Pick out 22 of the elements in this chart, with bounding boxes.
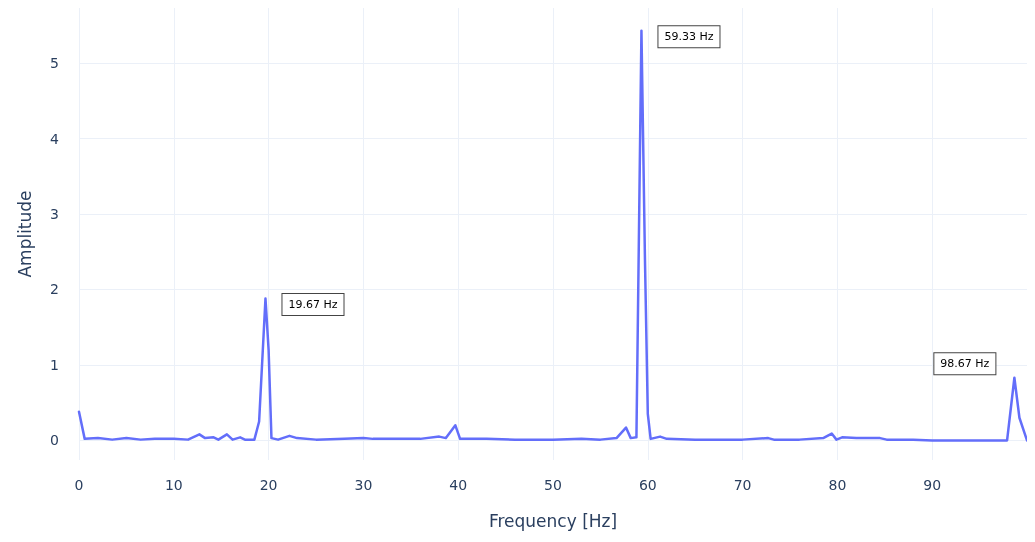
y-tick-label: 1 <box>50 356 59 373</box>
x-tick-label: 10 <box>164 477 183 493</box>
x-axis-title: Frequency [Hz] <box>488 510 618 531</box>
x-tick-label: 0 <box>74 477 84 493</box>
y-tick-label: 3 <box>50 206 59 222</box>
y-tick-label: 2 <box>50 281 59 298</box>
annotation: 98.67 Hz <box>940 357 990 371</box>
x-tick-label: 20 <box>259 477 278 493</box>
annotation: 59.33 Hz <box>664 30 714 44</box>
y-tick-label: 4 <box>50 130 60 147</box>
annotation: 19.67 Hz <box>288 298 338 312</box>
x-tick-label: 50 <box>544 477 562 493</box>
y-axis-title: Amplitude <box>14 190 35 278</box>
y-tick-label: 0 <box>50 432 59 449</box>
x-tick-label: 30 <box>354 477 373 493</box>
line-series <box>77 29 1027 442</box>
x-tick-label: 40 <box>449 477 468 493</box>
x-tick-label: 90 <box>923 477 942 493</box>
x-tick-label: 80 <box>828 477 847 493</box>
x-tick-label: 70 <box>733 477 752 493</box>
x-tick-label: 60 <box>638 477 657 493</box>
y-tick-label: 5 <box>50 55 59 72</box>
